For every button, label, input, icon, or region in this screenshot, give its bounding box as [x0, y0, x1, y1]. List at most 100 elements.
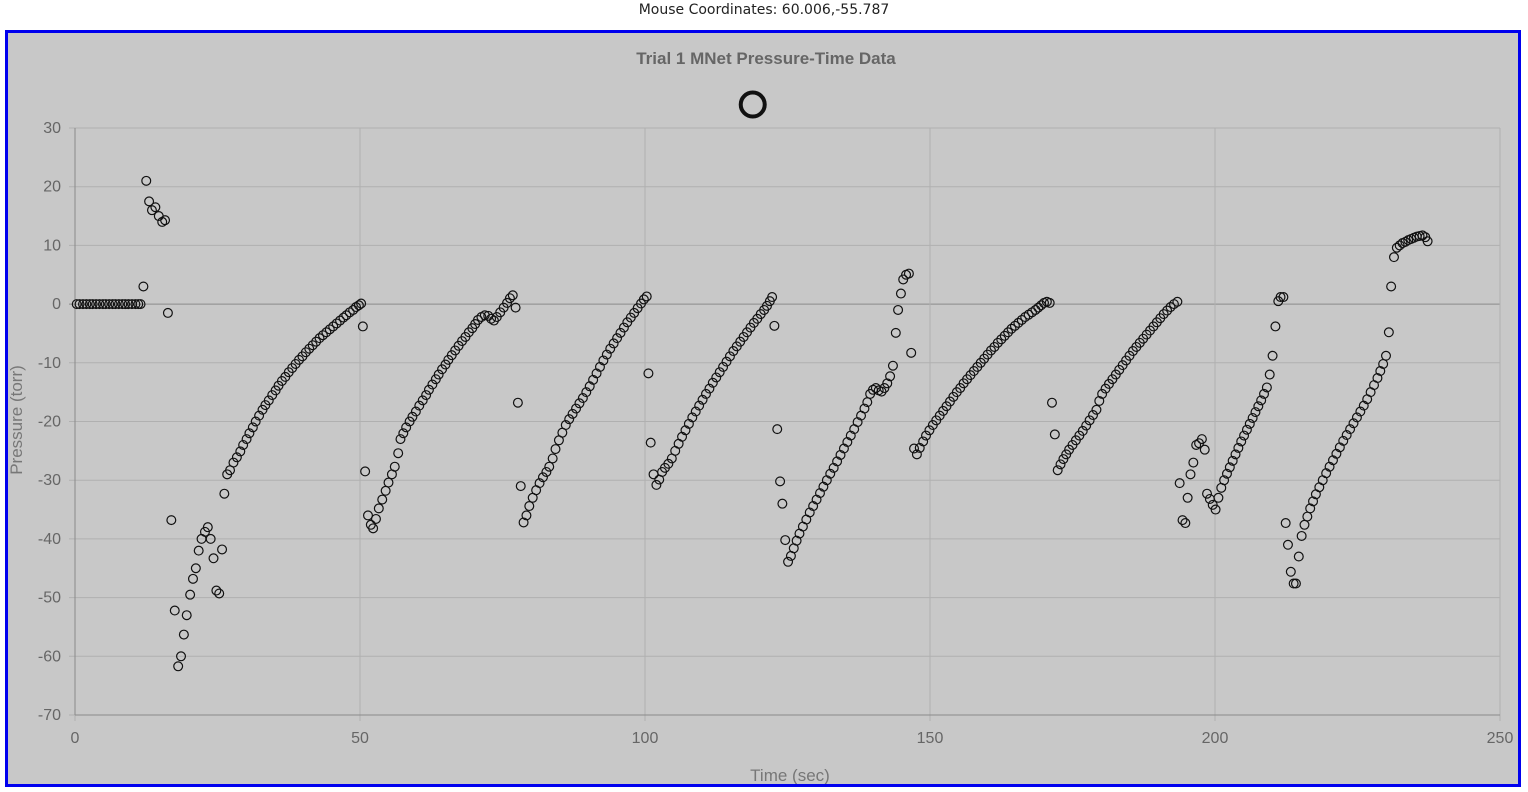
data-point: [571, 403, 582, 414]
data-point: [985, 345, 996, 356]
data-point: [383, 477, 394, 488]
y-tick-label: 0: [52, 296, 61, 313]
data-point: [208, 553, 219, 564]
data-point: [777, 498, 788, 509]
x-tick-label: 250: [1487, 730, 1514, 747]
data-point: [1278, 292, 1289, 303]
data-point: [1264, 369, 1275, 380]
chart-container[interactable]: Trial 1 MNet Pressure-Time Data 30 20 10 0-…: [5, 30, 1521, 787]
data-point: [1174, 478, 1185, 489]
data-point: [185, 589, 196, 600]
data-point: [700, 388, 711, 399]
data-point: [472, 314, 483, 325]
chart-title: Trial 1 MNet Pressure-Time Data: [636, 49, 896, 68]
data-point: [368, 523, 379, 534]
data-point: [885, 371, 896, 382]
data-point: [1422, 236, 1433, 247]
data-point: [169, 605, 180, 616]
data-point: [791, 535, 802, 546]
data-point: [1302, 511, 1313, 522]
data-point: [178, 629, 189, 640]
data-point: [1172, 296, 1183, 307]
data-point: [1275, 292, 1286, 303]
data-point: [772, 424, 783, 435]
data-points: [71, 90, 1433, 672]
data-point: [1345, 424, 1356, 435]
data-point: [534, 478, 545, 489]
data-point: [1417, 230, 1428, 241]
data-point: [645, 437, 656, 448]
data-point: [1185, 469, 1196, 480]
data-point: [504, 293, 515, 304]
data-point: [130, 299, 141, 310]
data-point: [541, 466, 552, 477]
data-point: [510, 302, 521, 313]
data-point: [304, 343, 315, 354]
data-point: [1052, 465, 1063, 476]
data-point: [574, 398, 585, 409]
data-point: [567, 408, 578, 419]
data-point: [211, 585, 222, 596]
data-point: [694, 400, 705, 411]
data-point: [321, 327, 332, 338]
data-point: [615, 327, 626, 338]
data-point: [1003, 327, 1014, 338]
data-point: [71, 299, 82, 310]
data-point: [876, 386, 887, 397]
data-point: [357, 321, 368, 332]
data-point: [1386, 281, 1397, 292]
data-point: [581, 387, 592, 398]
data-point: [324, 324, 335, 335]
data-point: [992, 337, 1003, 348]
data-point: [663, 458, 674, 469]
data-point: [1391, 242, 1402, 253]
data-point: [612, 333, 623, 344]
data-point: [521, 510, 532, 521]
scatter-chart[interactable]: Trial 1 MNet Pressure-Time Data 3020100-…: [8, 33, 1518, 784]
data-point: [1084, 415, 1095, 426]
data-point: [205, 533, 216, 544]
data-point: [783, 556, 794, 567]
data-point: [110, 299, 121, 310]
data-point: [254, 410, 265, 421]
data-point: [1239, 430, 1250, 441]
data-point: [906, 347, 917, 358]
data-point: [1355, 406, 1366, 417]
data-point: [1244, 418, 1255, 429]
data-point: [138, 281, 149, 292]
data-point: [84, 299, 95, 310]
data-point: [1299, 519, 1310, 530]
data-point: [176, 651, 187, 662]
data-point: [91, 299, 102, 310]
data-point: [714, 367, 725, 378]
data-point: [918, 436, 929, 447]
cursor-marker: [738, 90, 767, 119]
data-point: [1177, 515, 1188, 526]
data-point: [690, 406, 701, 417]
data-point: [1213, 492, 1224, 503]
data-point: [638, 294, 649, 305]
data-point: [362, 510, 373, 521]
data-point: [1338, 435, 1349, 446]
data-point: [1285, 566, 1296, 577]
data-point: [890, 327, 901, 338]
data-point: [107, 299, 118, 310]
y-tick-label: -20: [38, 414, 61, 431]
data-point: [1375, 366, 1386, 377]
data-point: [356, 298, 367, 309]
data-point: [123, 299, 134, 310]
data-point: [648, 469, 659, 480]
data-point: [190, 563, 201, 574]
data-point: [1221, 468, 1232, 479]
data-point: [1380, 350, 1391, 361]
data-point: [162, 307, 173, 318]
data-point: [300, 347, 311, 358]
data-point: [410, 406, 421, 417]
data-point: [1305, 503, 1316, 514]
data-point: [512, 397, 523, 408]
data-point: [370, 513, 381, 524]
data-point: [507, 290, 518, 301]
data-point: [550, 444, 561, 455]
data-point: [1296, 530, 1307, 541]
data-point: [263, 395, 274, 406]
